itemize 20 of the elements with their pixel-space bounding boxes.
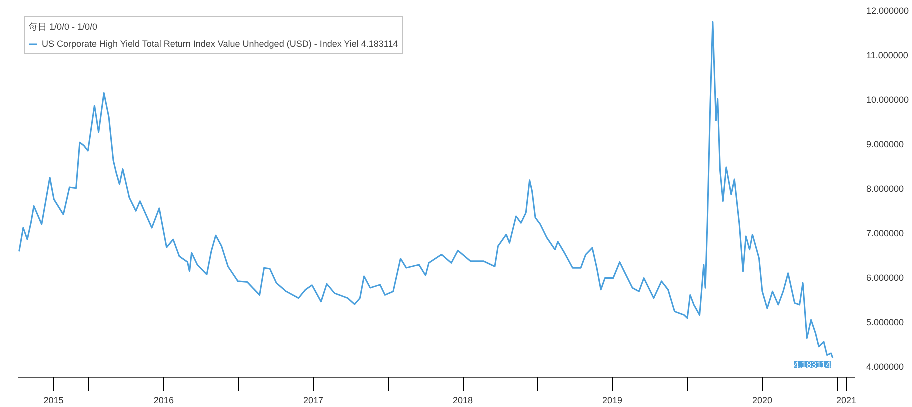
y-tick-label: 11.000000 [866, 50, 908, 60]
x-tick-label: 2018 [453, 396, 474, 406]
x-tick-label: 2016 [154, 396, 174, 406]
legend-label: US Corporate High Yield Total Return Index Value Unhedged (USD) - Index Yiel 4.183114 [42, 39, 398, 49]
line-series [18, 21, 834, 360]
y-tick-label: 9.000000 [866, 139, 904, 150]
y-tick-label: 4.000000 [866, 362, 904, 372]
y-tick-label: 7.000000 [866, 228, 904, 238]
x-tick-label: 2015 [44, 396, 64, 406]
y-tick-label: 6.000000 [866, 272, 904, 283]
annotation: 4.183114 [794, 360, 831, 370]
x-tick-label: 2019 [602, 396, 623, 406]
y-tick-label: 5.000000 [866, 317, 904, 328]
x-tick-label: 2021 [836, 396, 857, 406]
x-tick-label: 2017 [303, 396, 324, 406]
legend-title: 每日 1/0/0 - 1/0/0 [29, 21, 99, 34]
y-tick-label: 12.000000 [866, 6, 910, 16]
x-tick-label: 2020 [752, 396, 773, 406]
y-tick-label: 8.000000 [866, 184, 904, 194]
y-tick-label: 10.000000 [866, 94, 910, 105]
